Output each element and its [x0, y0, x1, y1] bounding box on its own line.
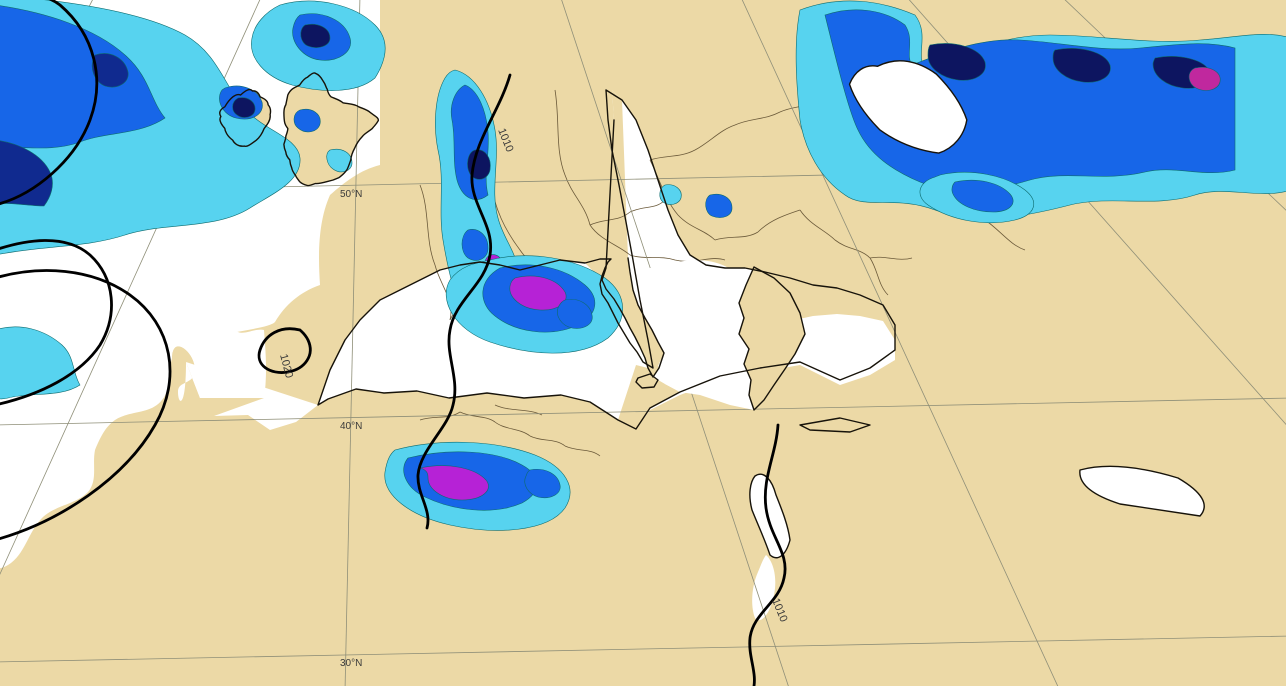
svg-text:50°N: 50°N: [340, 189, 362, 200]
svg-text:30°N: 30°N: [340, 658, 362, 669]
svg-text:40°N: 40°N: [340, 421, 362, 432]
